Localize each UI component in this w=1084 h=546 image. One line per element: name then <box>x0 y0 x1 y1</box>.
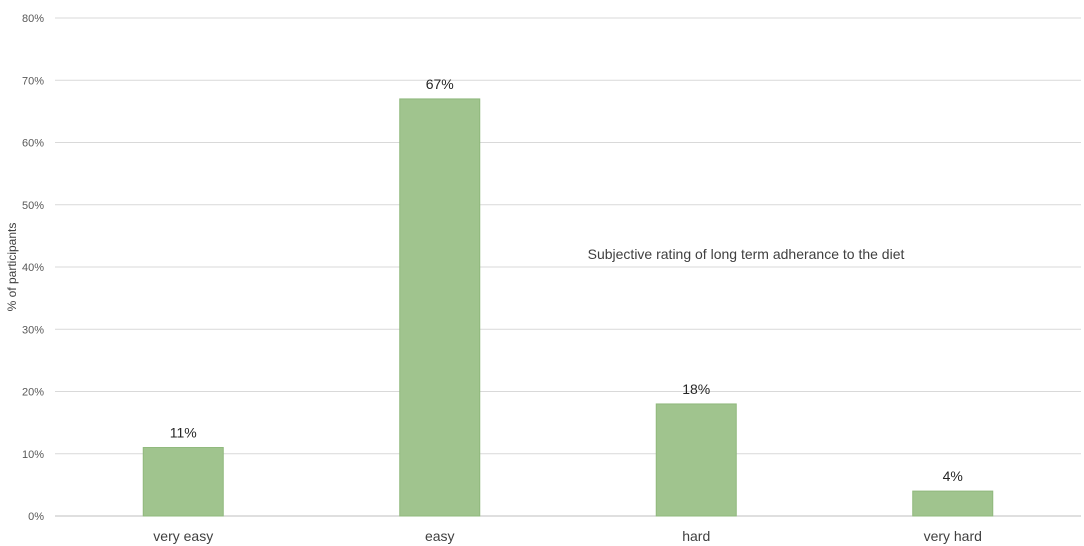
x-tick-label: very hard <box>924 528 982 544</box>
data-label: 67% <box>426 76 454 92</box>
y-tick-label: 40% <box>22 262 44 274</box>
y-tick-labels: 0% 10% 20% 30% 40% 50% 60% 70% 80% <box>22 13 44 523</box>
y-tick-label: 60% <box>22 138 44 150</box>
y-tick-label: 80% <box>22 13 44 25</box>
x-tick-label: easy <box>425 528 455 544</box>
bar-very-hard <box>912 490 994 517</box>
y-tick-label: 20% <box>22 387 44 399</box>
y-tick-label: 30% <box>22 324 44 336</box>
bars <box>142 98 994 517</box>
data-labels: 11% 67% 18% 4% <box>170 76 963 484</box>
bar-hard <box>655 403 737 517</box>
chart-annotation: Subjective rating of long term adherance… <box>588 246 905 262</box>
y-axis-label: % of participants <box>5 223 19 312</box>
y-tick-label: 70% <box>22 75 44 87</box>
x-tick-label: hard <box>682 528 710 544</box>
y-tick-label: 10% <box>22 449 44 461</box>
data-label: 11% <box>170 425 197 441</box>
y-tick-label: 50% <box>22 200 44 212</box>
x-tick-labels: very easy easy hard very hard <box>153 528 982 544</box>
bar-very-easy <box>142 447 224 517</box>
bar-easy <box>399 98 481 517</box>
y-tick-label: 0% <box>28 511 44 523</box>
gridlines <box>55 17 1081 455</box>
data-label: 4% <box>943 468 963 484</box>
data-label: 18% <box>682 381 710 397</box>
x-tick-label: very easy <box>153 528 213 544</box>
